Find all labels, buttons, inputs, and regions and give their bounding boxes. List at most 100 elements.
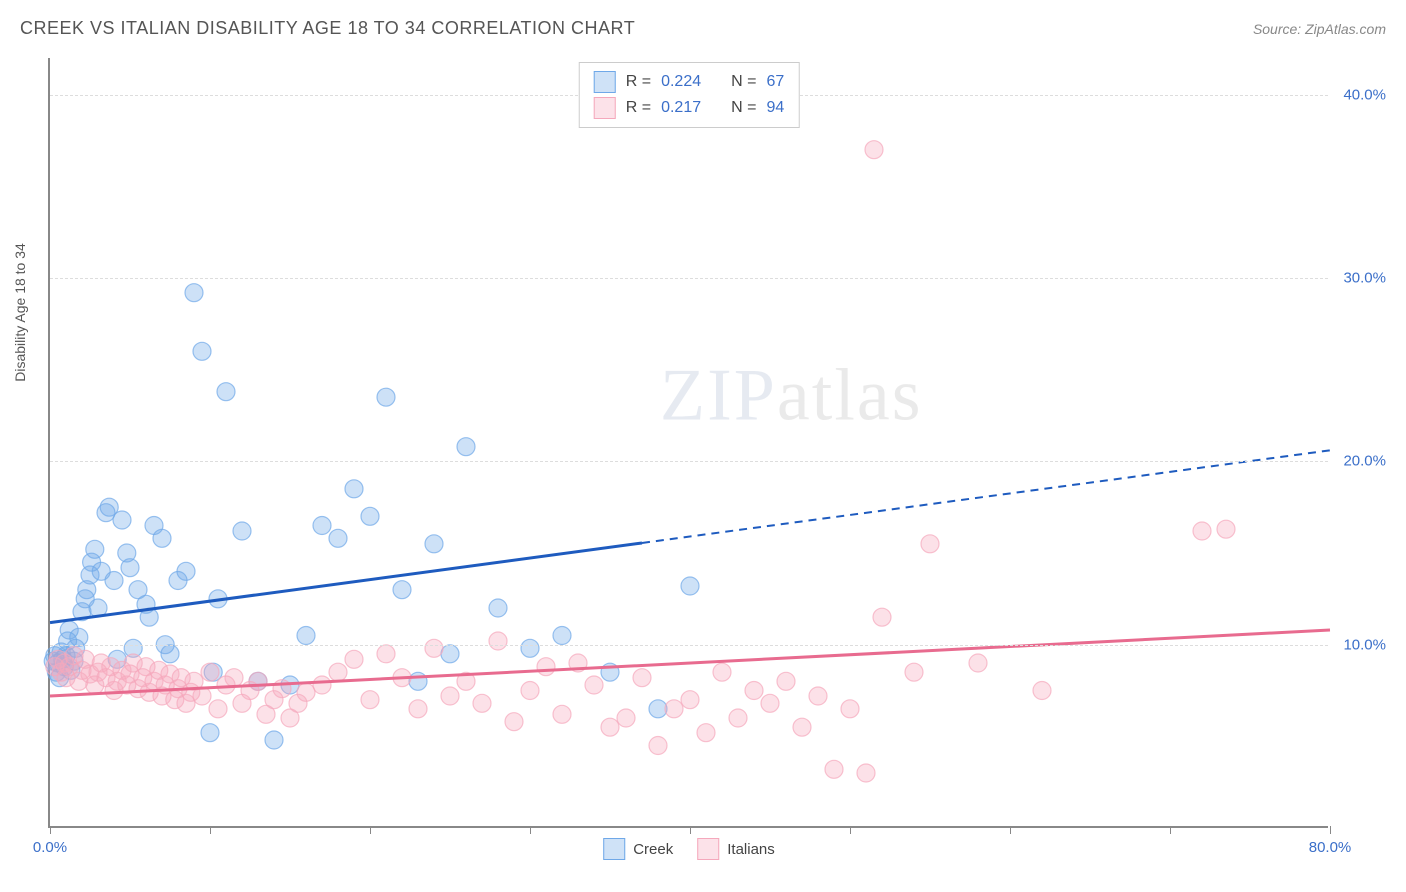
- data-point: [729, 709, 747, 727]
- legend-label: Italians: [727, 841, 775, 858]
- legend-item: Italians: [697, 838, 775, 860]
- n-label: N =: [731, 99, 756, 117]
- correlation-legend: R =0.224N =67R =0.217N =94: [579, 62, 800, 128]
- y-tick-label: 10.0%: [1343, 636, 1386, 653]
- x-tick-label: 80.0%: [1309, 839, 1352, 856]
- data-point: [905, 663, 923, 681]
- data-point: [185, 284, 203, 302]
- legend-row: R =0.217N =94: [594, 95, 785, 121]
- x-tick: [210, 826, 211, 834]
- chart-container: Disability Age 18 to 34 ZIPatlas R =0.22…: [48, 58, 1378, 828]
- data-point: [601, 718, 619, 736]
- data-point: [297, 683, 315, 701]
- data-point: [457, 438, 475, 456]
- legend-label: Creek: [633, 841, 673, 858]
- data-point: [265, 731, 283, 749]
- data-point: [665, 700, 683, 718]
- legend-swatch: [594, 71, 616, 93]
- data-point: [489, 599, 507, 617]
- source-attribution: Source: ZipAtlas.com: [1253, 21, 1386, 37]
- x-tick: [1010, 826, 1011, 834]
- data-point: [313, 517, 331, 535]
- data-point: [921, 535, 939, 553]
- data-point: [585, 676, 603, 694]
- data-point: [113, 511, 131, 529]
- data-point: [425, 535, 443, 553]
- x-tick: [530, 826, 531, 834]
- data-point: [361, 691, 379, 709]
- data-point: [70, 628, 88, 646]
- data-point: [825, 760, 843, 778]
- n-label: N =: [731, 73, 756, 91]
- scatter-svg: [50, 58, 1330, 828]
- data-point: [345, 480, 363, 498]
- y-tick-label: 20.0%: [1343, 453, 1386, 470]
- data-point: [489, 632, 507, 650]
- data-point: [873, 608, 891, 626]
- data-point: [809, 687, 827, 705]
- data-point: [969, 654, 987, 672]
- gridline: [50, 278, 1328, 279]
- r-value: 0.217: [661, 99, 701, 117]
- data-point: [225, 669, 243, 687]
- y-axis-label: Disability Age 18 to 34: [12, 243, 28, 382]
- data-point: [761, 694, 779, 712]
- x-tick: [1330, 826, 1331, 834]
- data-point: [121, 559, 139, 577]
- data-point: [553, 705, 571, 723]
- data-point: [441, 645, 459, 663]
- series-legend: Creek Italians: [603, 838, 775, 860]
- data-point: [313, 676, 331, 694]
- data-point: [329, 529, 347, 547]
- data-point: [865, 141, 883, 159]
- gridline: [50, 645, 1328, 646]
- data-point: [633, 669, 651, 687]
- r-label: R =: [626, 73, 651, 91]
- data-point: [297, 627, 315, 645]
- data-point: [249, 672, 267, 690]
- y-tick-label: 30.0%: [1343, 270, 1386, 287]
- data-point: [425, 639, 443, 657]
- data-point: [361, 507, 379, 525]
- data-point: [393, 581, 411, 599]
- data-point: [1193, 522, 1211, 540]
- data-point: [473, 694, 491, 712]
- data-point: [617, 709, 635, 727]
- data-point: [441, 687, 459, 705]
- data-point: [409, 700, 427, 718]
- data-point: [377, 645, 395, 663]
- data-point: [713, 663, 731, 681]
- data-point: [697, 724, 715, 742]
- data-point: [681, 691, 699, 709]
- data-point: [1217, 520, 1235, 538]
- legend-row: R =0.224N =67: [594, 69, 785, 95]
- data-point: [649, 737, 667, 755]
- data-point: [537, 658, 555, 676]
- data-point: [505, 713, 523, 731]
- data-point: [745, 682, 763, 700]
- data-point: [233, 522, 251, 540]
- legend-swatch: [697, 838, 719, 860]
- data-point: [177, 562, 195, 580]
- data-point: [161, 645, 179, 663]
- x-tick: [50, 826, 51, 834]
- data-point: [521, 682, 539, 700]
- gridline: [50, 461, 1328, 462]
- y-tick-label: 40.0%: [1343, 86, 1386, 103]
- data-point: [377, 388, 395, 406]
- data-point: [329, 663, 347, 681]
- x-tick: [690, 826, 691, 834]
- data-point: [409, 672, 427, 690]
- data-point: [201, 724, 219, 742]
- chart-title: CREEK VS ITALIAN DISABILITY AGE 18 TO 34…: [20, 18, 635, 39]
- data-point: [153, 529, 171, 547]
- data-point: [793, 718, 811, 736]
- data-point: [649, 700, 667, 718]
- chart-header: CREEK VS ITALIAN DISABILITY AGE 18 TO 34…: [20, 18, 1386, 39]
- legend-swatch: [594, 97, 616, 119]
- legend-swatch: [603, 838, 625, 860]
- plot-area: ZIPatlas R =0.224N =67R =0.217N =94 Cree…: [48, 58, 1328, 828]
- r-value: 0.224: [661, 73, 701, 91]
- x-tick-label: 0.0%: [33, 839, 67, 856]
- data-point: [105, 572, 123, 590]
